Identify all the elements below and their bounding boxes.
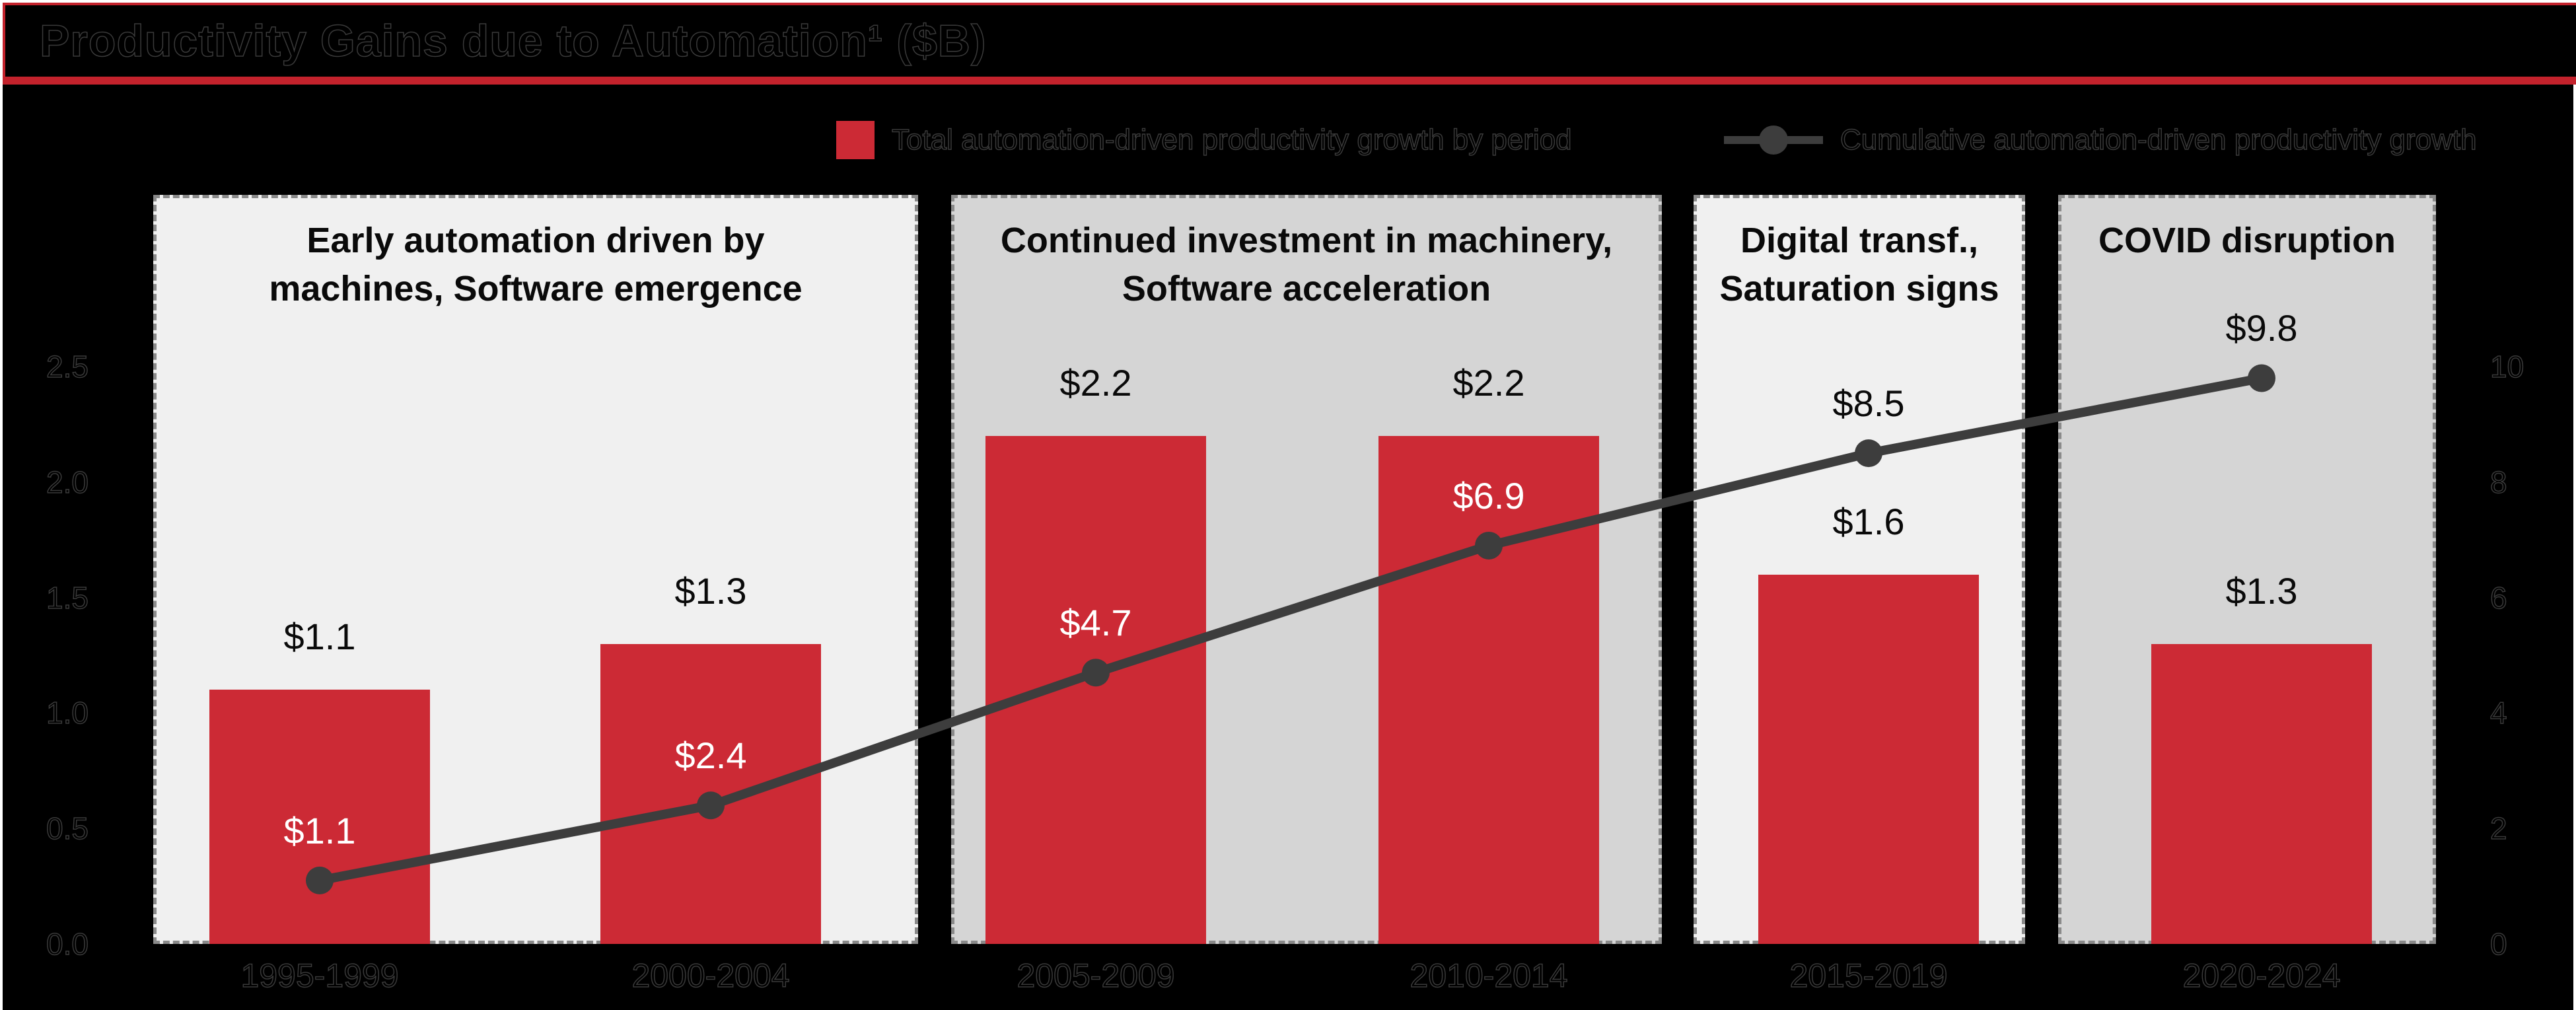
panel-annotation-2: Continued investment in machinery, Softw… — [1000, 221, 1613, 308]
line-point-label: $2.4 — [674, 735, 747, 777]
y-axis-left-tick: 0.5 — [46, 811, 89, 846]
y-axis-left-tick: 0.0 — [46, 926, 89, 962]
y-axis-right-tick: 4 — [2489, 695, 2507, 731]
x-tick-label: 1995-1999 — [240, 956, 400, 995]
legend-item-line: Cumulative automation-driven productivit… — [1724, 119, 2477, 161]
line-point-label: $4.7 — [1059, 602, 1132, 644]
bar-value-label: $1.3 — [2225, 569, 2298, 612]
bar — [2151, 643, 2372, 944]
y-axis-right-tick: 2 — [2489, 811, 2507, 846]
x-tick-label: 2020-2024 — [2182, 956, 2342, 995]
bar — [1758, 574, 1979, 944]
bar — [600, 643, 821, 944]
chart-title: Productivity Gains due to Automation¹ ($… — [39, 15, 987, 67]
line-point-label: $9.8 — [2225, 307, 2298, 349]
y-axis-left-tick: 1.5 — [46, 580, 89, 616]
bar-series-swatch-icon — [836, 121, 875, 159]
y-axis-left-tick: 2.5 — [46, 349, 89, 384]
title-bar: Productivity Gains due to Automation¹ ($… — [3, 3, 2576, 85]
x-tick-label: 2010-2014 — [1410, 956, 1569, 995]
bar-value-label: $1.1 — [283, 616, 356, 658]
bar — [985, 435, 1206, 944]
legend-item-bars: Total automation-driven productivity gro… — [836, 119, 1572, 161]
figure-background: Productivity Gains due to Automation¹ ($… — [3, 3, 2576, 1010]
x-tick-label: 2015-2019 — [1789, 956, 1949, 995]
bar-value-label: $2.2 — [1452, 361, 1525, 404]
panel-annotation-4: COVID disruption — [2098, 221, 2396, 260]
bar-value-label: $1.6 — [1832, 500, 1905, 542]
bar-value-label: $1.3 — [674, 569, 747, 612]
y-axis-right-tick: 0 — [2489, 926, 2507, 962]
y-axis-right-tick: 6 — [2489, 580, 2507, 616]
legend-label-line: Cumulative automation-driven productivit… — [1840, 123, 2477, 157]
line-point-label: $1.1 — [283, 809, 356, 851]
y-axis-left-tick: 2.0 — [46, 464, 89, 500]
panel-annotation-1: Early automation driven by machines, Sof… — [269, 221, 803, 308]
line-series-marker-icon — [1724, 119, 1823, 161]
line-point-label: $8.5 — [1832, 382, 1905, 425]
panel-annotation-3: Digital transf., Saturation signs — [1719, 221, 1999, 308]
y-axis-left-tick: 1.0 — [46, 695, 89, 731]
legend-label-bars: Total automation-driven productivity gro… — [891, 123, 1572, 157]
x-tick-label: 2005-2009 — [1017, 956, 1176, 995]
bar-value-label: $2.2 — [1059, 361, 1132, 404]
y-axis-right-tick: 10 — [2489, 349, 2524, 384]
y-axis-right-tick: 8 — [2489, 464, 2507, 500]
line-point-label: $6.9 — [1452, 474, 1525, 517]
x-tick-label: 2000-2004 — [631, 956, 791, 995]
